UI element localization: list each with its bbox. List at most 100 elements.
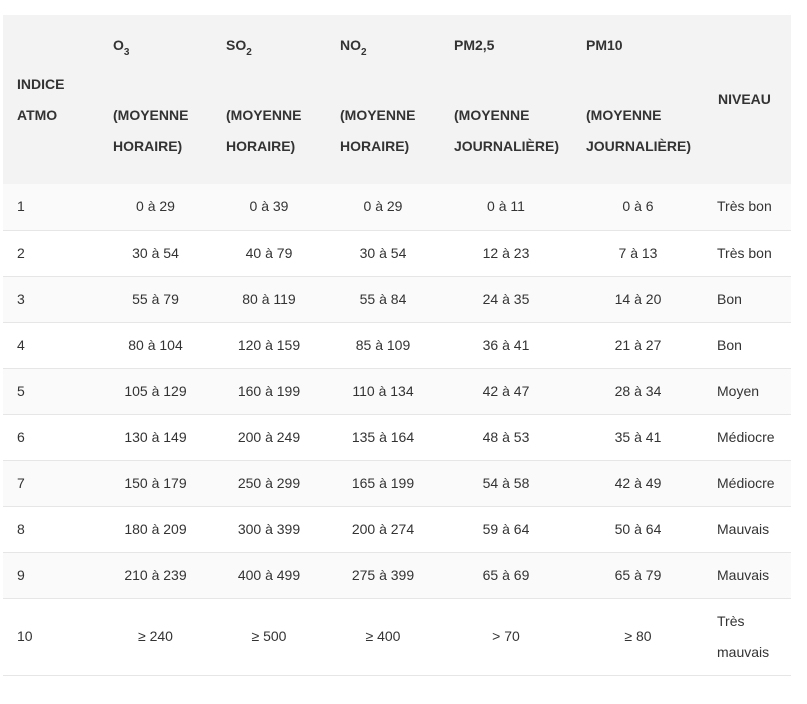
cell-o3: 180 à 209 (124, 520, 187, 537)
atmo-index-table: INDICE ATMO O3 (MOYENNE HORAIRE) SO2 (MO… (3, 15, 791, 676)
cell-o3: 55 à 79 (132, 290, 179, 307)
header-pm25-line2: JOURNALIÈRE) (454, 137, 560, 154)
header-row: INDICE ATMO O3 (MOYENNE HORAIRE) SO2 (MO… (3, 15, 791, 184)
header-pm25: PM2,5 (MOYENNE JOURNALIÈRE) (440, 15, 572, 184)
cell-niveau: Bon (717, 290, 742, 307)
cell-indice: 5 (17, 382, 25, 399)
cell-pm25: > 70 (492, 628, 520, 644)
header-pm10-line1: (MOYENNE (586, 106, 662, 123)
cell-niveau-line2: mauvais (717, 643, 770, 660)
cell-pm10: 21 à 27 (614, 336, 662, 353)
cell-no2: 165 à 199 (351, 474, 415, 491)
cell-o3: 30 à 54 (132, 244, 179, 261)
cell-indice: 8 (17, 520, 25, 537)
header-no2: NO2 (MOYENNE HORAIRE) (326, 15, 440, 184)
cell-pm25: 42 à 47 (482, 382, 530, 399)
table-row: 1 0 à 29 0 à 39 0 à 29 0 à 11 0 à 6 Très… (3, 184, 791, 230)
cell-indice: 2 (17, 244, 25, 261)
cell-niveau: Très bon (717, 244, 772, 261)
header-so2-line2: HORAIRE) (226, 137, 296, 154)
cell-no2: 55 à 84 (359, 290, 407, 307)
cell-pm25: 54 à 58 (482, 474, 530, 491)
cell-pm10: 0 à 6 (622, 198, 654, 215)
header-indice-line1: INDICE (17, 75, 65, 92)
header-so2-pollutant: SO2 (226, 36, 252, 59)
header-pm10-pollutant: PM10 (586, 36, 623, 53)
table-row: 10 ≥ 240 ≥ 500 ≥ 400 > 70 ≥ 80 Très mauv… (3, 598, 791, 675)
cell-pm10: 42 à 49 (614, 474, 662, 491)
cell-o3: 130 à 149 (124, 428, 187, 445)
cell-pm10: 28 à 34 (614, 382, 662, 399)
cell-niveau: Médiocre (717, 474, 775, 491)
cell-so2: 0 à 39 (249, 198, 289, 215)
cell-so2: 400 à 499 (237, 566, 301, 583)
cell-pm25: 36 à 41 (482, 336, 530, 353)
cell-o3: 150 à 179 (124, 474, 187, 491)
cell-niveau: Très bon (717, 198, 772, 215)
cell-indice: 6 (17, 428, 25, 445)
table-row: 6 130 à 149 200 à 249 135 à 164 48 à 53 … (3, 414, 791, 460)
cell-pm10: 7 à 13 (618, 244, 658, 261)
cell-no2: 0 à 29 (363, 198, 403, 215)
cell-pm10: 65 à 79 (614, 566, 662, 583)
cell-indice: 4 (17, 336, 25, 353)
cell-o3: ≥ 240 (138, 628, 173, 644)
header-no2-line2: HORAIRE) (340, 137, 410, 154)
cell-so2: 200 à 249 (237, 428, 301, 445)
cell-so2: 160 à 199 (237, 382, 301, 399)
table-row: 4 80 à 104 120 à 159 85 à 109 36 à 41 21… (3, 322, 791, 368)
cell-no2: 275 à 399 (351, 566, 415, 583)
cell-no2: 30 à 54 (359, 244, 407, 261)
header-indice-atmo: INDICE ATMO (3, 15, 99, 184)
cell-pm10: 50 à 64 (614, 520, 662, 537)
cell-niveau: Médiocre (717, 428, 775, 445)
cell-so2: 40 à 79 (245, 244, 293, 261)
cell-o3: 0 à 29 (136, 198, 175, 215)
header-pm25-pollutant: PM2,5 (454, 36, 495, 53)
cell-so2: 250 à 299 (237, 474, 301, 491)
cell-niveau: Moyen (717, 382, 760, 399)
table-body: 1 0 à 29 0 à 39 0 à 29 0 à 11 0 à 6 Très… (3, 184, 791, 675)
header-pm10-line2: JOURNALIÈRE) (586, 137, 692, 154)
cell-so2: 80 à 119 (242, 290, 296, 307)
cell-indice: 9 (17, 566, 25, 583)
cell-indice: 10 (17, 628, 33, 644)
cell-pm25: 65 à 69 (482, 566, 530, 583)
cell-indice: 1 (17, 198, 25, 215)
cell-indice: 3 (17, 290, 25, 307)
table-row: 5 105 à 129 160 à 199 110 à 134 42 à 47 … (3, 368, 791, 414)
cell-niveau: Bon (717, 336, 742, 353)
header-o3-line2: HORAIRE) (113, 137, 183, 154)
cell-no2: 110 à 134 (352, 382, 414, 399)
cell-o3: 105 à 129 (124, 382, 187, 399)
cell-niveau: Très mauvais (704, 598, 791, 675)
table-row: 7 150 à 179 250 à 299 165 à 199 54 à 58 … (3, 460, 791, 506)
cell-so2: 300 à 399 (237, 520, 301, 537)
table-header: INDICE ATMO O3 (MOYENNE HORAIRE) SO2 (MO… (3, 15, 791, 184)
cell-pm25: 24 à 35 (482, 290, 530, 307)
cell-pm25: 59 à 64 (482, 520, 530, 537)
cell-pm25: 48 à 53 (482, 428, 530, 445)
cell-pm10: ≥ 80 (624, 628, 652, 644)
cell-niveau: Mauvais (717, 520, 770, 537)
header-so2: SO2 (MOYENNE HORAIRE) (212, 15, 326, 184)
cell-o3: 80 à 104 (128, 336, 183, 353)
cell-pm25: 12 à 23 (482, 244, 530, 261)
table-row: 8 180 à 209 300 à 399 200 à 274 59 à 64 … (3, 506, 791, 552)
header-o3: O3 (MOYENNE HORAIRE) (99, 15, 212, 184)
header-so2-line1: (MOYENNE (226, 106, 302, 123)
cell-no2: ≥ 400 (365, 628, 401, 644)
table-row: 9 210 à 239 400 à 499 275 à 399 65 à 69 … (3, 552, 791, 598)
cell-so2: 120 à 159 (237, 336, 301, 353)
cell-niveau: Mauvais (717, 566, 770, 583)
header-indice-line2: ATMO (17, 106, 58, 123)
header-niveau: NIVEAU (718, 91, 771, 107)
header-o3-pollutant: O3 (113, 36, 130, 59)
header-no2-pollutant: NO2 (340, 36, 367, 59)
atmo-table-container: INDICE ATMO O3 (MOYENNE HORAIRE) SO2 (MO… (3, 15, 791, 676)
cell-no2: 135 à 164 (351, 428, 415, 445)
table-row: 2 30 à 54 40 à 79 30 à 54 12 à 23 7 à 13… (3, 230, 791, 276)
cell-so2: ≥ 500 (251, 628, 287, 644)
header-no2-line1: (MOYENNE (340, 106, 416, 123)
table-row: 3 55 à 79 80 à 119 55 à 84 24 à 35 14 à … (3, 276, 791, 322)
